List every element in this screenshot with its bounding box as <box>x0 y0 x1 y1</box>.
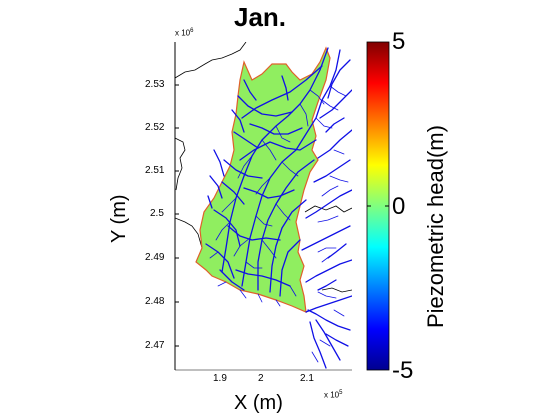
y-axis-label: Y (m) <box>108 194 130 243</box>
y-tick-label: 2.47 <box>145 340 165 351</box>
colorbar-tick-label: 5 <box>392 28 406 55</box>
x-axis-multiplier: x 105 <box>324 390 343 400</box>
model-domain <box>195 46 331 313</box>
y-tick-label: 2.52 <box>145 122 165 133</box>
x-tick-label: 2.1 <box>300 373 314 384</box>
y-tick-label: 2.48 <box>145 296 165 307</box>
y-tick-label: 2.5 <box>150 208 164 219</box>
river-tributaries <box>209 85 349 363</box>
map-title: Jan. <box>233 2 287 32</box>
y-tick-marks <box>175 84 179 347</box>
colorbar-tick-label: 0 <box>392 193 406 220</box>
x-tick-label: 1.9 <box>213 373 227 384</box>
colorbar-label: Piezometric head(m) <box>423 125 448 328</box>
x-tick-label: 2 <box>258 373 264 384</box>
x-axis-label: X (m) <box>234 392 283 414</box>
y-tick-label: 2.51 <box>145 165 165 176</box>
y-tick-label: 2.53 <box>145 79 165 90</box>
colorbar-tick-label: -5 <box>392 357 414 384</box>
y-tick-label: 2.49 <box>145 252 165 263</box>
y-axis-multiplier: x 106 <box>175 28 194 38</box>
